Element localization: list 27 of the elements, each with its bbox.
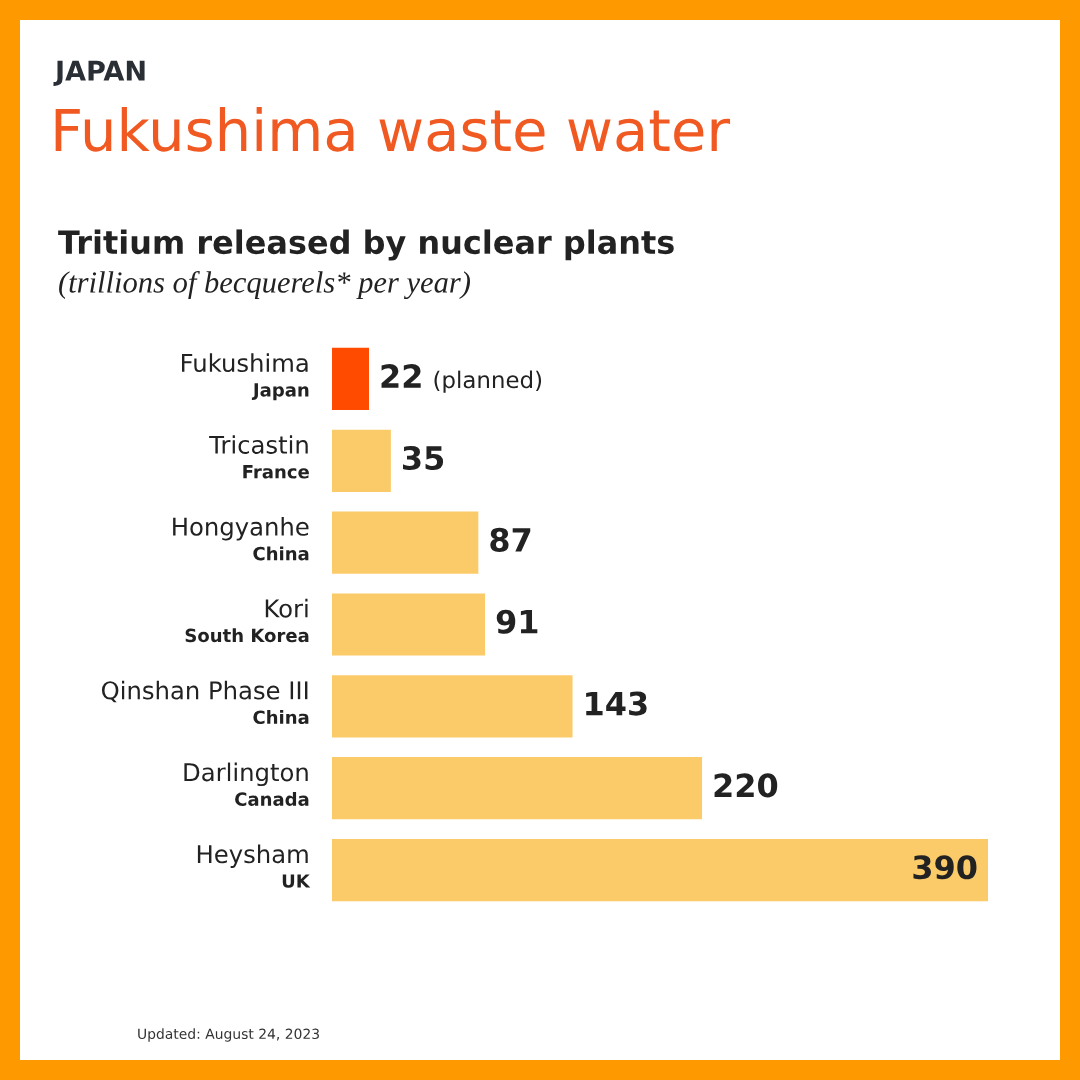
y-tick-label: Fukushima Japan bbox=[182, 353, 309, 401]
text: Updated: August 24, 2023 bbox=[138, 1028, 319, 1042]
y-tick-label: Tricastin France bbox=[209, 435, 309, 479]
annotation: (planned) bbox=[434, 370, 542, 393]
y-tick-label: Heysham UK bbox=[197, 844, 311, 888]
chart-title: Fukushima waste water bbox=[55, 107, 731, 152]
y-tick-label: Darlington Canada bbox=[184, 762, 309, 806]
bar bbox=[332, 757, 703, 820]
chart-subtitle: Tritium released by nuclear plants bbox=[58, 229, 674, 261]
bar bbox=[332, 429, 391, 492]
data-label: 91 bbox=[496, 609, 538, 634]
y-tick-label: Qinshan Phase III China bbox=[101, 680, 309, 725]
bar bbox=[332, 675, 573, 738]
data-label: 87 bbox=[490, 527, 531, 552]
bar bbox=[332, 838, 988, 902]
data-label: 35 bbox=[403, 445, 444, 471]
data-label: 220 bbox=[714, 773, 778, 798]
bar bbox=[332, 593, 486, 656]
data-label: 390 bbox=[913, 855, 977, 880]
text: JAPAN bbox=[53, 60, 145, 86]
data-label: 22 bbox=[381, 364, 421, 388]
data-label: 143 bbox=[586, 691, 647, 716]
bar bbox=[332, 347, 370, 411]
text: (trillions of becquerels* per year) bbox=[59, 270, 471, 300]
bar bbox=[332, 511, 479, 574]
y-tick-label: Kori South Korea bbox=[185, 598, 309, 643]
y-tick-label: Hongyanhe China bbox=[173, 516, 309, 561]
